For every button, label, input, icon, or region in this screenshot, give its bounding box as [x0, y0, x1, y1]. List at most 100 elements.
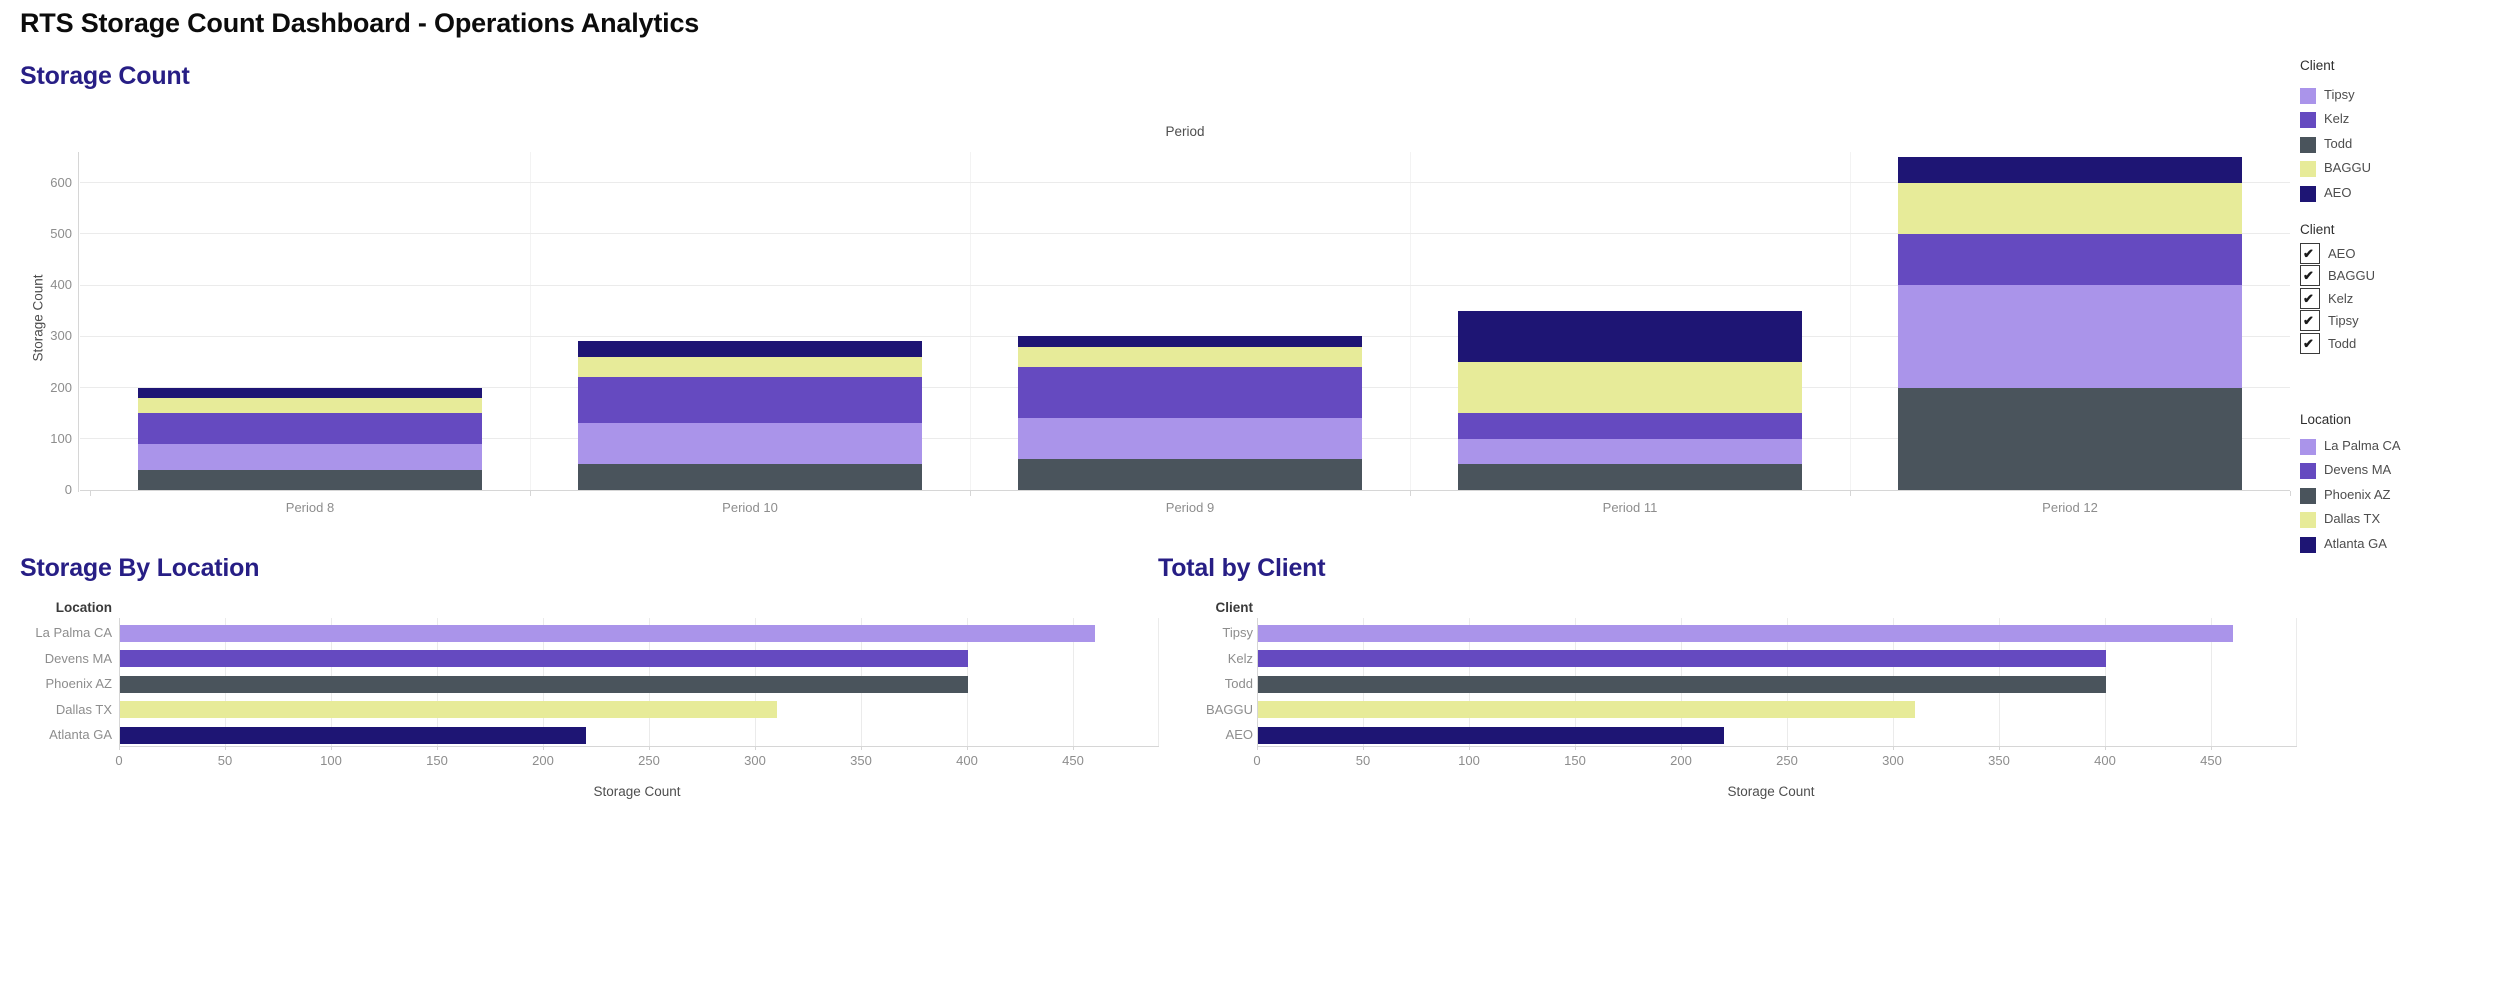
- row-label: BAGGU: [1206, 701, 1253, 717]
- legend-item-baggu[interactable]: BAGGU: [2300, 157, 2490, 181]
- client-color-legend-title: Client: [2300, 58, 2335, 73]
- y-tick-label: 500: [50, 225, 72, 241]
- location-color-legend-title: Location: [2300, 412, 2352, 427]
- x-axis-tick: [331, 746, 332, 750]
- x-axis-tick: [1410, 491, 1411, 496]
- bar-devens-ma[interactable]: [120, 650, 968, 667]
- x-axis-tick: [437, 746, 438, 750]
- bar-segment-todd-period-12[interactable]: [1898, 387, 2242, 490]
- period-axis-label: Period: [1165, 124, 1205, 139]
- x-axis-tick: [225, 746, 226, 750]
- x-tick-label: 100: [1458, 753, 1480, 768]
- checkbox-baggu[interactable]: ✔: [2300, 265, 2320, 287]
- legend-item-todd[interactable]: Todd: [2300, 133, 2490, 157]
- legend-item-label: BAGGU: [2324, 160, 2371, 176]
- bar-segment-aeo-period-9[interactable]: [1018, 336, 1362, 347]
- bar-segment-todd-period-10[interactable]: [578, 464, 922, 490]
- legend-item-devens-ma[interactable]: Devens MA: [2300, 459, 2490, 483]
- bar-todd[interactable]: [1258, 675, 2106, 693]
- filter-item-kelz[interactable]: ✔ Kelz: [2300, 287, 2490, 311]
- bar-aeo[interactable]: [1258, 726, 1725, 744]
- bar-segment-aeo-period-10[interactable]: [578, 341, 922, 357]
- bar-segment-aeo-period-8[interactable]: [138, 387, 482, 398]
- filter-item-tipsy[interactable]: ✔ Tipsy: [2300, 310, 2490, 333]
- bar-segment-kelz-period-10[interactable]: [578, 377, 922, 424]
- checkbox-aeo[interactable]: ✔: [2300, 243, 2320, 264]
- bar-segment-aeo-period-12[interactable]: [1898, 157, 2242, 183]
- legend-item-aeo[interactable]: AEO: [2300, 182, 2490, 206]
- category-label: Period 9: [1165, 500, 1215, 515]
- checkmark-icon: ✔: [2303, 290, 2314, 306]
- bar-segment-tipsy-period-10[interactable]: [578, 423, 922, 465]
- bar-segment-aeo-period-11[interactable]: [1458, 310, 1802, 362]
- x-axis-tick: [1073, 746, 1074, 750]
- right-x-axis-title: Storage Count: [1727, 784, 1815, 799]
- bar-segment-baggu-period-9[interactable]: [1018, 346, 1362, 368]
- bar-segment-kelz-period-11[interactable]: [1458, 413, 1802, 439]
- filter-item-todd[interactable]: ✔ Todd: [2300, 332, 2490, 356]
- bar-segment-tipsy-period-8[interactable]: [138, 443, 482, 470]
- bar-segment-kelz-period-12[interactable]: [1898, 233, 2242, 286]
- bar-segment-baggu-period-10[interactable]: [578, 356, 922, 378]
- legend-item-dallas-tx[interactable]: Dallas TX: [2300, 508, 2490, 532]
- bar-baggu[interactable]: [1258, 701, 1916, 718]
- bar-segment-baggu-period-8[interactable]: [138, 397, 482, 414]
- bar-atlanta-ga[interactable]: [120, 726, 587, 744]
- bar-segment-tipsy-period-9[interactable]: [1018, 418, 1362, 460]
- column-divider: [970, 152, 971, 490]
- h-gridline: [80, 233, 2290, 235]
- checkbox-todd[interactable]: ✔: [2300, 332, 2320, 354]
- x-tick-label: 0: [1253, 753, 1261, 768]
- column-divider: [1410, 152, 1411, 490]
- legend-item-label: Atlanta GA: [2324, 535, 2387, 551]
- legend-item-label: La Palma CA: [2324, 438, 2401, 453]
- bar-kelz[interactable]: [1258, 650, 2106, 667]
- filter-item-baggu[interactable]: ✔ BAGGU: [2300, 265, 2490, 288]
- filter-item-aeo[interactable]: ✔ AEO: [2300, 243, 2490, 266]
- checkbox-kelz[interactable]: ✔: [2300, 287, 2320, 309]
- la-palma-ca-swatch-icon: [2300, 439, 2316, 455]
- bar-phoenix-az[interactable]: [120, 675, 968, 693]
- legend-item-atlanta-ga[interactable]: Atlanta GA: [2300, 533, 2490, 557]
- x-axis-tick: [2290, 491, 2291, 496]
- x-tick-label: 0: [115, 753, 123, 768]
- bar-segment-kelz-period-8[interactable]: [138, 413, 482, 444]
- bar-segment-baggu-period-12[interactable]: [1898, 182, 2242, 234]
- x-axis-tick: [1850, 491, 1851, 496]
- x-axis-tick: [1363, 746, 1364, 750]
- checkbox-tipsy[interactable]: ✔: [2300, 310, 2320, 332]
- x-tick-label: 450: [1062, 753, 1084, 768]
- legend-item-label: Tipsy: [2324, 87, 2355, 102]
- section-title-total-by-client: Total by Client: [1158, 554, 1326, 582]
- filter-item-label: Tipsy: [2328, 313, 2359, 329]
- x-tick-label: 350: [850, 753, 872, 768]
- bar-segment-kelz-period-9[interactable]: [1018, 367, 1362, 419]
- bar-la-palma-ca[interactable]: [120, 624, 1096, 642]
- x-axis-tick: [90, 491, 91, 496]
- atlanta-ga-swatch-icon: [2300, 536, 2316, 553]
- x-tick-label: 450: [2200, 753, 2222, 768]
- x-tick-label: 200: [1670, 753, 1692, 768]
- row-label: Atlanta GA: [49, 727, 112, 742]
- section-title-storage-by-location: Storage By Location: [20, 554, 260, 582]
- bar-dallas-tx[interactable]: [120, 701, 778, 718]
- y-tick-label: 200: [50, 379, 72, 395]
- x-tick-label: 300: [744, 753, 766, 768]
- bar-segment-tipsy-period-11[interactable]: [1458, 438, 1802, 465]
- bar-segment-baggu-period-11[interactable]: [1458, 361, 1802, 414]
- x-axis-tick: [1469, 746, 1470, 750]
- x-axis-tick: [755, 746, 756, 750]
- kelz-swatch-icon: [2300, 112, 2316, 129]
- filter-item-label: Todd: [2328, 335, 2357, 351]
- bar-segment-todd-period-9[interactable]: [1018, 459, 1362, 490]
- legend-item-kelz[interactable]: Kelz: [2300, 108, 2490, 132]
- total_by_client-plot: [1257, 618, 2297, 750]
- bar-segment-todd-period-11[interactable]: [1458, 464, 1802, 490]
- bar-segment-todd-period-8[interactable]: [138, 469, 482, 490]
- bar-segment-tipsy-period-12[interactable]: [1898, 285, 2242, 388]
- legend-item-la-palma-ca[interactable]: La Palma CA: [2300, 435, 2490, 459]
- v-gridline: [2211, 618, 2212, 746]
- legend-item-tipsy[interactable]: Tipsy: [2300, 84, 2490, 108]
- bar-tipsy[interactable]: [1258, 624, 2234, 642]
- legend-item-phoenix-az[interactable]: Phoenix AZ: [2300, 484, 2490, 508]
